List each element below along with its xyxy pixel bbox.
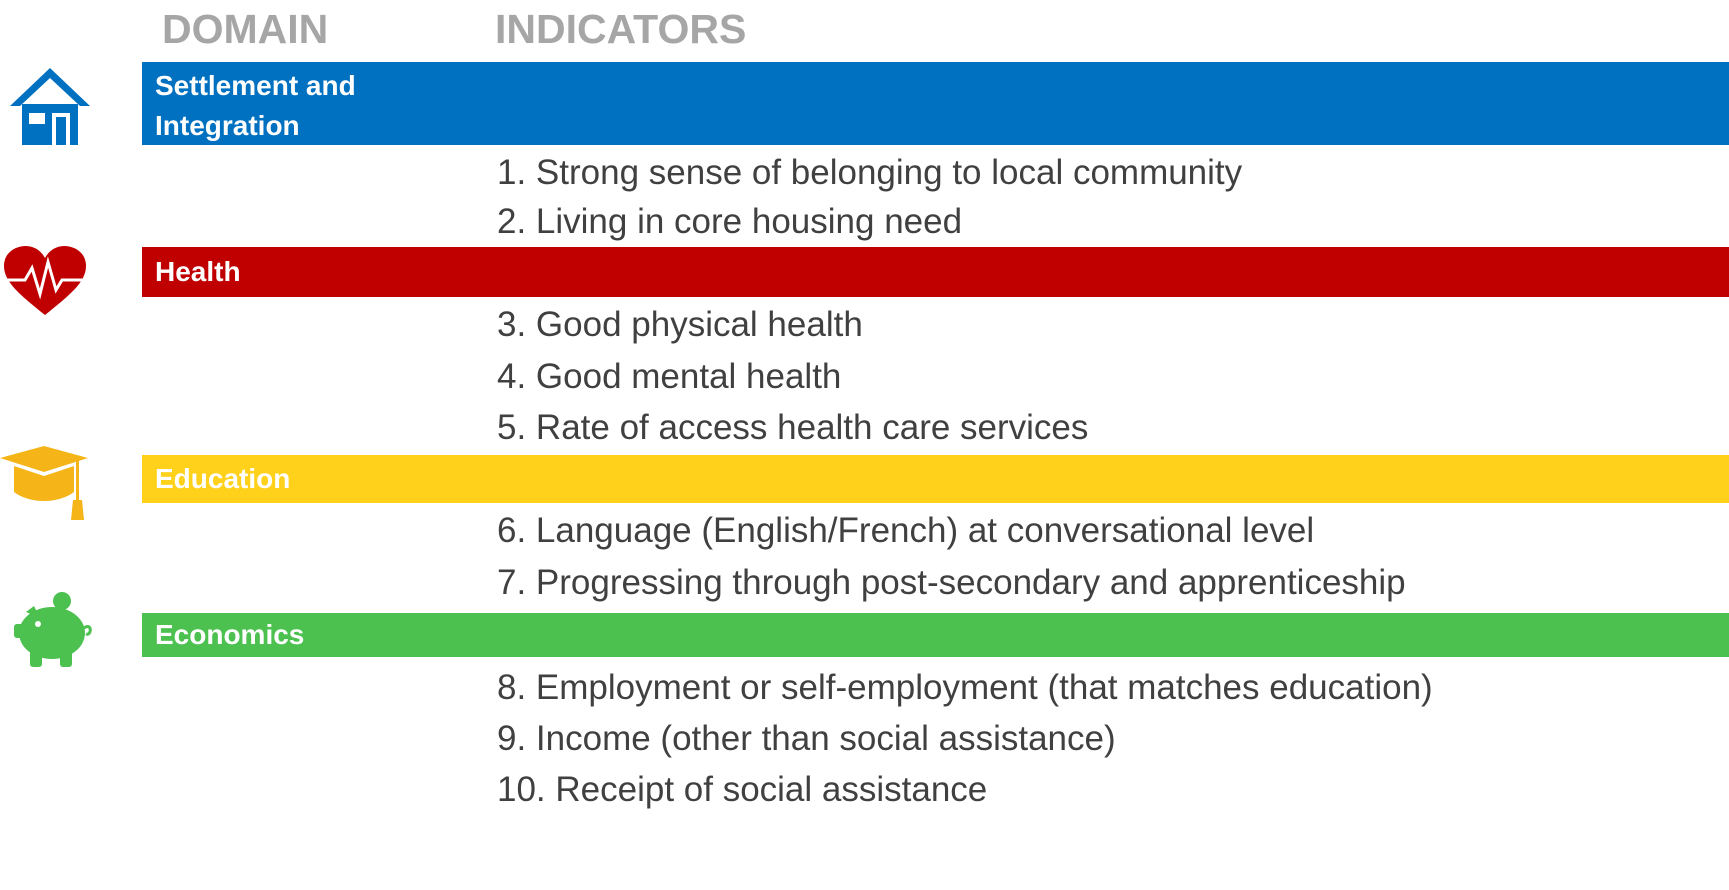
house-icon (10, 68, 90, 145)
indicators-header: INDICATORS (495, 6, 747, 52)
indicator: 1. Strong sense of belonging to local co… (497, 153, 1243, 192)
heart-icon (0, 246, 90, 315)
domain-band: Settlement and Integration (142, 62, 1729, 145)
domain-name: Education (155, 463, 291, 494)
indicator: 4. Good mental health (497, 357, 842, 396)
piggy-icon (14, 592, 92, 667)
domain-name: Health (155, 256, 241, 287)
domain-name: Economics (155, 619, 305, 650)
cap-icon (0, 446, 88, 520)
domain-band: Education (142, 455, 1729, 503)
indicator: 2. Living in core housing need (497, 202, 963, 241)
indicator: 8. Employment or self-employment (that m… (497, 668, 1433, 707)
domain-header: DOMAIN (162, 6, 329, 52)
domain-band: Economics (142, 613, 1729, 657)
domain-name: Settlement and Integration (155, 70, 356, 141)
indicator: 7. Progressing through post-secondary an… (497, 563, 1406, 602)
indicator: 5. Rate of access health care services (497, 408, 1089, 447)
icons (0, 68, 92, 667)
indicator: 9. Income (other than social assistance) (497, 719, 1116, 758)
domain-band: Health (142, 247, 1729, 297)
indicator: 10. Receipt of social assistance (497, 770, 988, 809)
indicator: 6. Language (English/French) at conversa… (497, 511, 1315, 550)
indicator: 3. Good physical health (497, 305, 863, 344)
